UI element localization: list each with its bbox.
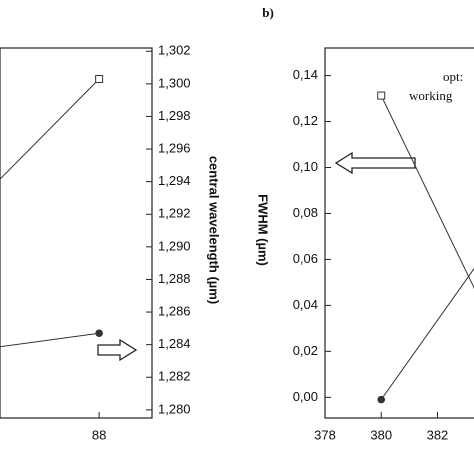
x-tick-label: 378 bbox=[314, 427, 336, 442]
y-axis-label: central wavelength (µm) bbox=[207, 156, 222, 304]
series-line bbox=[380, 95, 474, 289]
x-tick-label: 382 bbox=[427, 427, 449, 442]
y-tick-label: 0,12 bbox=[293, 113, 318, 128]
marker bbox=[377, 395, 386, 404]
arrow bbox=[334, 151, 416, 175]
y-tick-label: 1,296 bbox=[158, 140, 191, 155]
y-tick-label: 1,294 bbox=[158, 173, 191, 188]
y-tick-label: 1,288 bbox=[158, 271, 191, 286]
plot-frame bbox=[324, 47, 474, 419]
y-tick-label: 1,286 bbox=[158, 303, 191, 318]
marker bbox=[377, 91, 386, 100]
x-tick-label: 88 bbox=[92, 427, 106, 442]
y-tick-label: 0,04 bbox=[293, 297, 318, 312]
y-tick-label: 0,10 bbox=[293, 159, 318, 174]
y-tick-label: 0,00 bbox=[293, 389, 318, 404]
y-tick-label: 0,08 bbox=[293, 205, 318, 220]
y-tick-label: 0,02 bbox=[293, 343, 318, 358]
annotation: opt: bbox=[443, 69, 463, 84]
series-line bbox=[0, 78, 100, 180]
arrow bbox=[97, 338, 138, 362]
y-tick-label: 0,06 bbox=[293, 251, 318, 266]
plot-frame bbox=[0, 47, 153, 419]
y-tick-label: 1,300 bbox=[158, 75, 191, 90]
series-line bbox=[380, 267, 474, 400]
y-tick-label: 1,292 bbox=[158, 206, 191, 221]
y-tick-label: 1,290 bbox=[158, 238, 191, 253]
marker bbox=[95, 329, 103, 338]
plot-area bbox=[0, 74, 104, 348]
panel-title: b) bbox=[262, 5, 274, 20]
marker bbox=[95, 74, 104, 83]
y-tick-label: 1,302 bbox=[158, 43, 191, 58]
plot-area bbox=[377, 91, 474, 404]
annotation: working bbox=[409, 88, 453, 103]
y-axis-label: FWHM (µm) bbox=[256, 194, 271, 266]
y-tick-label: 0,14 bbox=[293, 67, 318, 82]
y-tick-label: 1,284 bbox=[158, 336, 191, 351]
y-tick-label: 1,298 bbox=[158, 108, 191, 123]
x-tick-label: 380 bbox=[370, 427, 392, 442]
series-line bbox=[0, 332, 100, 348]
y-tick-label: 1,280 bbox=[158, 401, 191, 416]
y-tick-label: 1,282 bbox=[158, 369, 191, 384]
